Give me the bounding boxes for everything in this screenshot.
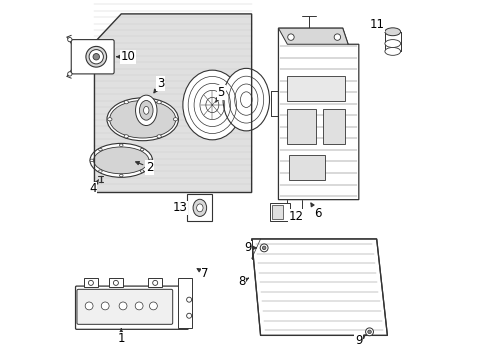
Ellipse shape bbox=[119, 174, 123, 177]
Ellipse shape bbox=[196, 204, 203, 212]
Ellipse shape bbox=[99, 148, 102, 151]
Ellipse shape bbox=[93, 147, 149, 174]
Ellipse shape bbox=[287, 34, 294, 40]
Ellipse shape bbox=[333, 34, 340, 40]
Ellipse shape bbox=[143, 107, 149, 114]
Ellipse shape bbox=[93, 54, 99, 60]
Ellipse shape bbox=[67, 37, 72, 42]
Ellipse shape bbox=[140, 148, 143, 151]
Ellipse shape bbox=[365, 328, 373, 336]
Ellipse shape bbox=[149, 302, 157, 310]
Ellipse shape bbox=[101, 302, 109, 310]
Text: 13: 13 bbox=[172, 201, 187, 214]
Ellipse shape bbox=[89, 50, 103, 64]
Bar bbox=[269, 203, 290, 221]
Ellipse shape bbox=[384, 40, 400, 48]
Text: 6: 6 bbox=[310, 203, 321, 220]
Bar bbox=[148, 278, 162, 287]
FancyBboxPatch shape bbox=[75, 286, 188, 329]
Ellipse shape bbox=[107, 118, 112, 121]
Polygon shape bbox=[278, 28, 347, 44]
Ellipse shape bbox=[183, 70, 242, 140]
Ellipse shape bbox=[124, 100, 128, 104]
Ellipse shape bbox=[99, 170, 102, 172]
Ellipse shape bbox=[186, 297, 191, 302]
Text: 8: 8 bbox=[238, 275, 248, 288]
Ellipse shape bbox=[367, 330, 370, 334]
Ellipse shape bbox=[88, 280, 93, 285]
Bar bbox=[323, 109, 344, 144]
Text: 9: 9 bbox=[244, 241, 256, 255]
Ellipse shape bbox=[124, 135, 128, 138]
Ellipse shape bbox=[186, 313, 191, 318]
Ellipse shape bbox=[135, 302, 143, 310]
Ellipse shape bbox=[173, 118, 177, 121]
Ellipse shape bbox=[262, 246, 265, 249]
Ellipse shape bbox=[384, 48, 400, 55]
Ellipse shape bbox=[67, 72, 72, 76]
Polygon shape bbox=[94, 14, 251, 193]
Ellipse shape bbox=[90, 143, 152, 177]
Ellipse shape bbox=[193, 199, 206, 216]
Ellipse shape bbox=[139, 100, 153, 120]
Ellipse shape bbox=[149, 159, 152, 162]
Text: 4: 4 bbox=[89, 180, 98, 195]
Bar bbox=[83, 278, 98, 287]
Bar bbox=[108, 278, 123, 287]
Ellipse shape bbox=[85, 302, 93, 310]
Ellipse shape bbox=[152, 280, 157, 285]
Text: 7: 7 bbox=[197, 267, 208, 280]
Bar bbox=[287, 109, 315, 144]
FancyBboxPatch shape bbox=[71, 40, 114, 74]
Text: 2: 2 bbox=[136, 161, 153, 174]
Bar bbox=[187, 194, 212, 221]
Bar bbox=[178, 278, 192, 328]
Bar bbox=[287, 76, 344, 102]
Ellipse shape bbox=[107, 98, 178, 141]
Bar bbox=[384, 32, 400, 51]
Ellipse shape bbox=[135, 95, 157, 126]
Ellipse shape bbox=[109, 100, 175, 138]
Text: 10: 10 bbox=[117, 50, 136, 63]
Ellipse shape bbox=[260, 244, 267, 252]
Text: 5: 5 bbox=[215, 86, 224, 102]
Ellipse shape bbox=[157, 135, 161, 138]
Ellipse shape bbox=[157, 100, 161, 104]
Ellipse shape bbox=[119, 302, 127, 310]
Ellipse shape bbox=[113, 280, 118, 285]
Polygon shape bbox=[278, 28, 358, 200]
Ellipse shape bbox=[384, 28, 400, 36]
Polygon shape bbox=[251, 239, 386, 336]
Ellipse shape bbox=[223, 68, 269, 131]
Text: 1: 1 bbox=[117, 329, 125, 346]
Text: 3: 3 bbox=[154, 77, 164, 93]
FancyBboxPatch shape bbox=[77, 289, 172, 324]
Text: 12: 12 bbox=[288, 210, 303, 223]
Ellipse shape bbox=[119, 144, 123, 147]
Ellipse shape bbox=[140, 170, 143, 172]
Ellipse shape bbox=[90, 159, 93, 162]
Text: 11: 11 bbox=[368, 18, 384, 31]
Bar bbox=[271, 205, 282, 219]
Bar bbox=[288, 155, 324, 180]
Ellipse shape bbox=[86, 46, 106, 67]
Text: 9: 9 bbox=[354, 334, 365, 347]
